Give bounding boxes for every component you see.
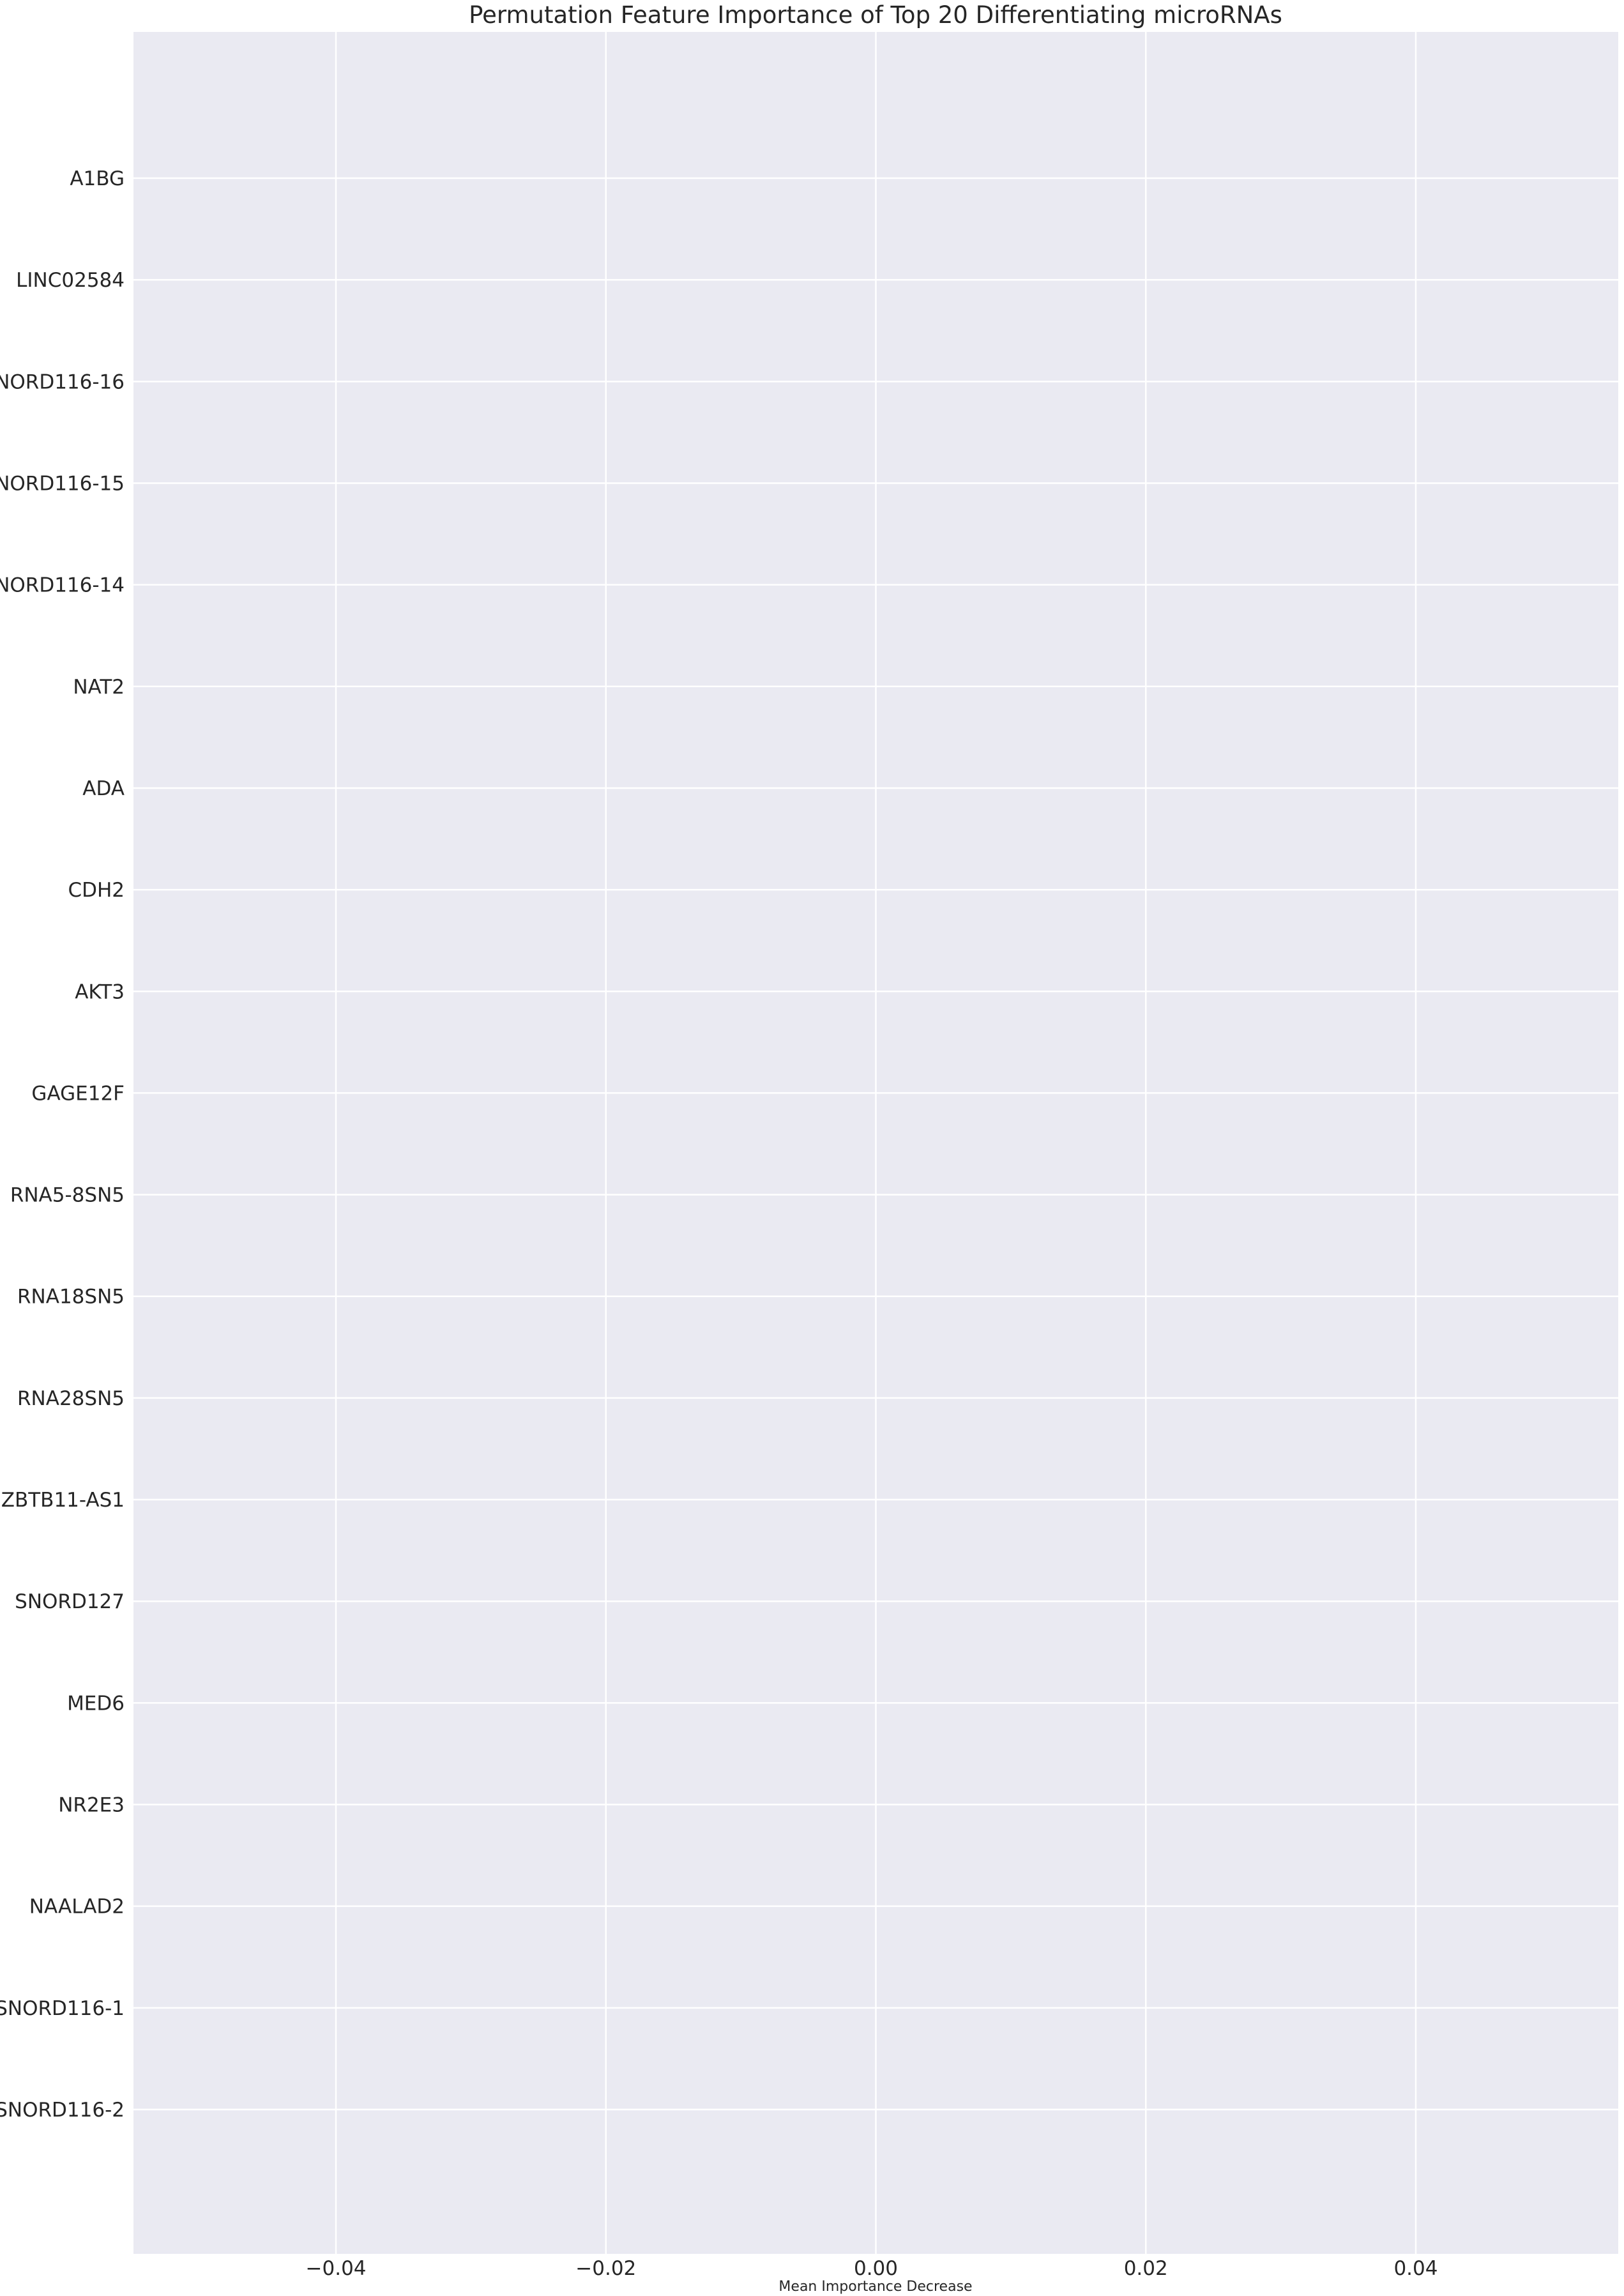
chart-title: Permutation Feature Importance of Top 20… <box>469 1 1282 29</box>
y-tick-label: A1BG <box>70 167 125 190</box>
y-tick-label: GAGE12F <box>31 1082 125 1105</box>
x-axis-label: Mean Importance Decrease <box>778 2279 972 2295</box>
y-tick-label: AKT3 <box>75 980 125 1003</box>
y-tick-label: SNORD127 <box>15 1590 125 1613</box>
y-tick-label: RNA5-8SN5 <box>10 1184 125 1207</box>
y-tick-label: LINC02584 <box>16 269 125 292</box>
y-tick-label: SNORD116-15 <box>0 472 125 495</box>
y-tick-label: RNA18SN5 <box>17 1286 125 1309</box>
y-tick-label: MED6 <box>67 1692 125 1715</box>
x-tick-label: 0.04 <box>1393 2257 1438 2280</box>
y-tick-label: RNA28SN5 <box>17 1387 125 1410</box>
x-tick-label: −0.02 <box>575 2257 636 2280</box>
y-tick-label: SNORD116-14 <box>0 574 125 597</box>
y-tick-label: CDH2 <box>68 879 125 902</box>
y-tick-label: NR2E3 <box>58 1794 125 1817</box>
y-tick-label: ADA <box>82 777 125 800</box>
y-tick-label: SNORD116-1 <box>0 1997 125 2020</box>
y-tick-label: ZBTB11-AS1 <box>1 1489 125 1512</box>
y-tick-label: NAT2 <box>73 676 125 699</box>
y-tick-label: NAALAD2 <box>29 1896 125 1919</box>
x-tick-label: 0.00 <box>854 2257 898 2280</box>
x-tick-label: 0.02 <box>1124 2257 1168 2280</box>
x-tick-label: −0.04 <box>306 2257 367 2280</box>
y-tick-label: SNORD116-16 <box>0 370 125 393</box>
y-tick-label: SNORD116-2 <box>0 2099 125 2122</box>
